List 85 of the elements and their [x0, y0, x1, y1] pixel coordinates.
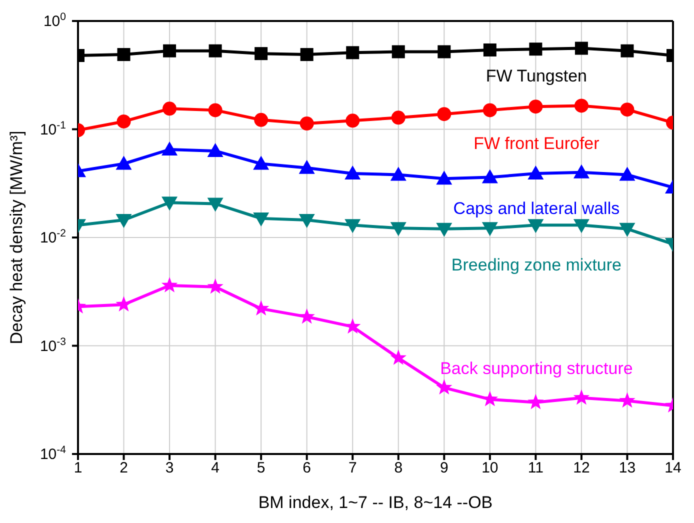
x-tick-label: 4 — [211, 460, 220, 477]
series-label: Breeding zone mixture — [451, 256, 622, 275]
series-label: Back supporting structure — [440, 358, 633, 378]
point — [298, 308, 315, 324]
point — [390, 350, 406, 365]
series-label: FW front Eurofer — [474, 134, 600, 153]
x-tick-label: 10 — [482, 460, 498, 477]
point — [116, 156, 132, 170]
point — [207, 278, 224, 294]
point — [529, 42, 542, 56]
series-label: FW Tungsten — [486, 66, 588, 86]
point — [344, 219, 361, 234]
point — [116, 296, 132, 312]
point — [300, 48, 314, 62]
x-tick-label: 11 — [528, 460, 544, 477]
x-tick-label: 5 — [256, 460, 266, 477]
point — [390, 166, 406, 181]
x-tick-label: 9 — [440, 460, 448, 477]
x-tick-label: 2 — [120, 460, 128, 477]
point — [254, 112, 268, 127]
point — [117, 48, 130, 62]
series-label: Caps and lateral walls — [453, 198, 620, 218]
point — [116, 214, 132, 228]
point — [344, 166, 361, 180]
point — [208, 103, 222, 118]
point — [437, 107, 452, 122]
point — [482, 103, 497, 118]
x-tick-label: 14 — [664, 460, 682, 477]
x-tick-label: 8 — [394, 460, 403, 477]
point — [482, 222, 498, 236]
x-axis-title: BM index, 1~7 -- IB, 8~14 --OB — [258, 493, 493, 512]
y-tick-label: 10$^{-1}$ — [40, 119, 66, 138]
point — [574, 42, 588, 55]
point — [620, 102, 634, 117]
point — [620, 44, 634, 58]
x-tick-label: 13 — [618, 460, 636, 477]
point — [298, 160, 315, 174]
point — [346, 46, 360, 60]
point — [528, 166, 544, 180]
point — [573, 389, 590, 405]
point — [391, 110, 406, 125]
point — [436, 222, 452, 237]
point — [619, 392, 636, 408]
point — [619, 166, 636, 181]
point — [253, 212, 270, 226]
x-tick-label: 6 — [302, 460, 312, 477]
point — [573, 219, 590, 234]
y-axis-title: Decay heat density [MW/m³] — [7, 130, 26, 344]
point — [482, 169, 498, 184]
point — [436, 379, 452, 395]
y-tick-label: 10$^{0}$ — [43, 11, 66, 30]
x-tick-label: 1 — [74, 460, 82, 477]
point — [116, 114, 131, 128]
point — [436, 170, 452, 185]
point — [253, 156, 270, 170]
point — [162, 196, 178, 211]
x-tick-label: 3 — [165, 460, 174, 477]
point — [161, 277, 178, 292]
point — [162, 102, 177, 116]
point — [392, 45, 405, 58]
point — [573, 164, 590, 178]
point — [528, 394, 544, 410]
x-tick-label: 12 — [573, 460, 590, 477]
point — [298, 214, 315, 228]
point — [528, 100, 543, 114]
point — [344, 318, 361, 334]
point — [208, 44, 222, 58]
point — [254, 47, 268, 60]
point — [162, 142, 178, 156]
point — [619, 222, 636, 237]
point — [346, 114, 360, 128]
point — [528, 219, 544, 234]
point — [163, 44, 176, 58]
point — [207, 142, 224, 157]
point — [300, 116, 314, 131]
point — [574, 98, 588, 113]
y-tick-label: 10$^{-3}$ — [40, 336, 66, 355]
y-tick-label: 10$^{-4}$ — [40, 444, 66, 463]
point — [207, 198, 224, 212]
x-tick-label: 7 — [348, 460, 357, 477]
point — [483, 43, 496, 56]
y-tick-label: 10$^{-2}$ — [40, 228, 66, 246]
point — [390, 222, 406, 236]
point — [438, 45, 451, 58]
point — [252, 300, 270, 316]
